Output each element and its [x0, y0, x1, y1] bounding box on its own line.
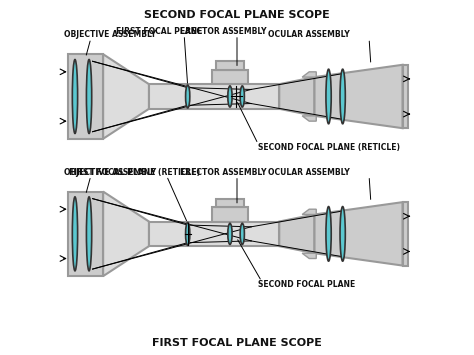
Ellipse shape [86, 60, 91, 133]
Text: SECOND FOCAL PLANE (RETICLE): SECOND FOCAL PLANE (RETICLE) [258, 143, 400, 152]
Polygon shape [212, 70, 247, 84]
Polygon shape [216, 199, 244, 207]
Text: FIRST FOCAL PLANE (RETICLE): FIRST FOCAL PLANE (RETICLE) [69, 168, 201, 177]
Polygon shape [68, 54, 103, 139]
Polygon shape [103, 54, 149, 139]
Ellipse shape [186, 85, 190, 108]
Text: SECOND FOCAL PLANE SCOPE: SECOND FOCAL PLANE SCOPE [144, 11, 330, 21]
Ellipse shape [340, 207, 345, 261]
Text: ERECTOR ASSEMBLY: ERECTOR ASSEMBLY [180, 168, 266, 177]
Text: OBJECTIVE ASSEMBLY: OBJECTIVE ASSEMBLY [64, 30, 156, 39]
Ellipse shape [86, 197, 91, 271]
Text: FIRST FOCAL PLANE SCOPE: FIRST FOCAL PLANE SCOPE [152, 338, 322, 348]
Polygon shape [103, 192, 149, 276]
Text: OCULAR ASSEMBLY: OCULAR ASSEMBLY [268, 168, 350, 177]
Ellipse shape [340, 69, 345, 124]
Polygon shape [68, 192, 103, 276]
Text: OBJECTIVE ASSEMBLY: OBJECTIVE ASSEMBLY [64, 168, 156, 177]
Ellipse shape [228, 86, 232, 107]
Polygon shape [314, 202, 402, 266]
Ellipse shape [240, 223, 245, 245]
Polygon shape [402, 65, 408, 128]
Polygon shape [302, 116, 316, 121]
Ellipse shape [228, 223, 232, 245]
Text: SECOND FOCAL PLANE: SECOND FOCAL PLANE [258, 280, 356, 289]
Ellipse shape [326, 69, 331, 124]
Polygon shape [302, 253, 316, 258]
Ellipse shape [73, 197, 78, 271]
Polygon shape [402, 202, 408, 266]
Polygon shape [302, 209, 316, 214]
Polygon shape [149, 222, 279, 246]
Ellipse shape [240, 86, 245, 107]
Ellipse shape [73, 60, 78, 133]
Polygon shape [279, 77, 314, 116]
Ellipse shape [186, 223, 190, 245]
Polygon shape [302, 72, 316, 77]
Text: ERECTOR ASSEMBLY: ERECTOR ASSEMBLY [180, 27, 266, 36]
Polygon shape [279, 214, 314, 253]
Polygon shape [149, 84, 279, 109]
Text: FIRST FOCAL PLANE: FIRST FOCAL PLANE [116, 27, 203, 36]
Ellipse shape [326, 207, 331, 261]
Polygon shape [216, 61, 244, 70]
Polygon shape [314, 65, 402, 128]
Polygon shape [212, 207, 247, 222]
Text: OCULAR ASSEMBLY: OCULAR ASSEMBLY [268, 30, 350, 39]
